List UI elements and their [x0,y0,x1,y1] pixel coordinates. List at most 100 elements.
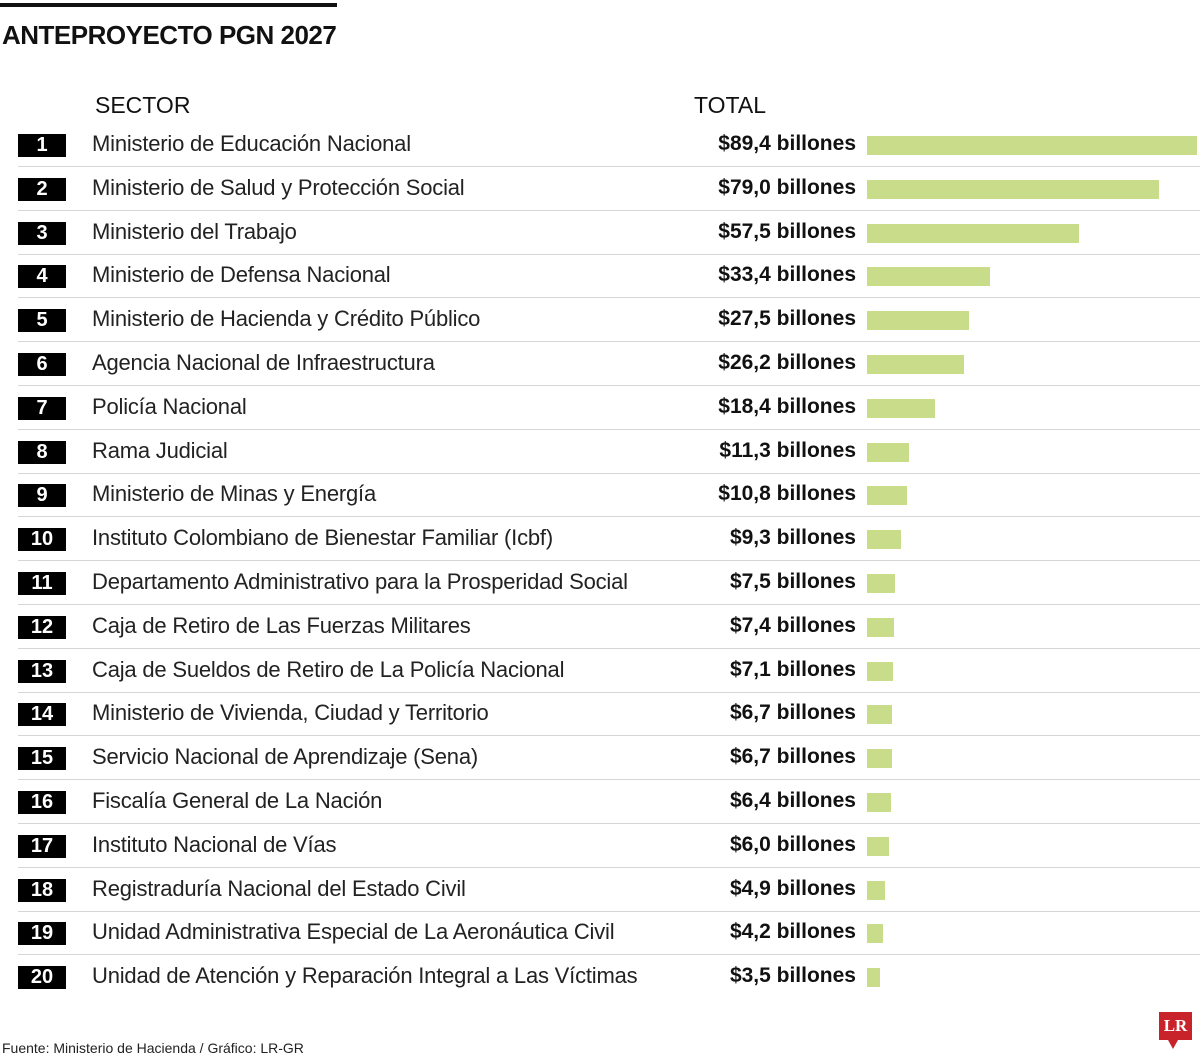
row-divider [18,691,1200,693]
value-label: $9,3 billones [729,526,856,550]
sector-label: Caja de Retiro de Las Fuerzas Militares [92,612,471,638]
sector-label: Agencia Nacional de Infraestructura [92,350,435,375]
bar [867,398,935,418]
sector-label: Departamento Administrativo para la Pros… [92,569,628,594]
bar [867,311,969,331]
value-label: $6,4 billones [729,789,856,812]
rank-badge: 10 [18,528,66,552]
rank-badge: 13 [18,659,66,683]
bar [867,880,886,900]
rank-badge: 11 [18,572,66,595]
value-label: $89,4 billones [718,132,856,155]
bar [867,442,909,462]
sector-label: Ministerio del Trabajo [92,218,297,244]
rank-badge: 12 [18,615,66,639]
chart-row: 10 Instituto Colombiano de Bienestar Fami… [0,517,1200,562]
sector-label: Caja de Sueldos de Retiro de La Policía … [92,656,565,682]
bar [867,705,892,725]
value-label: $6,0 billones [729,832,856,856]
chart-row: 12 Caja de Retiro de Las Fuerzas Militare… [0,605,1200,649]
bar [867,530,902,550]
chart-row: 17 Instituto Nacional de Vías $6,0 billone… [0,824,1200,868]
rank-badge: 8 [18,440,66,464]
sector-label: Instituto Nacional de Vías [92,831,337,857]
header-sector: SECTOR [95,92,191,118]
source-note: Fuente: Ministerio de Hacienda / Gráfico… [2,1040,304,1056]
row-divider [18,297,1200,299]
row-divider [18,604,1200,605]
rank-badge: 20 [18,966,66,990]
row-divider [18,516,1200,518]
value-label: $3,5 billones [729,964,856,988]
value-label: $4,2 billones [729,920,856,944]
value-label: $18,4 billones [718,394,856,418]
chart-row: 11 Departamento Administrativo para la Pr… [0,561,1200,605]
value-label: $10,8 billones [718,482,856,506]
bar [867,355,964,374]
row-divider [18,253,1200,255]
row-divider [18,385,1200,386]
sector-label: Ministerio de Salud y Protección Social [92,174,465,200]
row-divider [18,823,1200,824]
chart-row: 3 Ministerio del Trabajo $57,5 billones [0,211,1200,255]
chart-row: 14 Ministerio de Vivienda, Ciudad y Terri… [0,692,1200,737]
chart-row: 4 Ministerio de Defensa Nacional $33,4 bil… [0,254,1200,299]
row-divider [18,779,1200,781]
sector-label: Instituto Colombiano de Bienestar Famili… [92,525,553,551]
value-label: $33,4 billones [718,263,856,287]
rank-badge: 9 [18,484,66,508]
chart-row: 1 Ministerio de Educación Nacional $89,4 b… [0,123,1200,167]
bar [867,136,1197,155]
chart-row: 7 Policía Nacional $18,4 billones [0,386,1200,430]
chart-row: 2 Ministerio de Salud y Protección Social… [0,167,1200,211]
row-divider [18,428,1200,430]
bar [867,968,880,988]
bar [867,574,895,593]
bar [867,924,883,944]
sector-label: Policía Nacional [92,393,247,419]
bar [867,179,1159,199]
rank-badge: 15 [18,747,66,771]
sector-label: Unidad de Atención y Reparación Integral… [92,963,638,989]
chart-row: 16 Fiscalía General de La Nación $6,4 bill… [0,780,1200,824]
rank-badge: 19 [18,922,66,946]
rank-badge: 4 [18,265,66,289]
row-divider [18,341,1200,343]
rank-badge: 17 [18,834,66,858]
row-divider [18,910,1200,912]
value-label: $11,3 billones [719,438,856,462]
value-label: $4,9 billones [729,876,856,900]
value-label: $57,5 billones [718,219,856,243]
top-rule [0,3,337,7]
bar [867,223,1080,243]
bar [867,617,895,637]
rank-badge: 1 [18,134,66,157]
rank-badge: 16 [18,791,66,814]
sector-label: Ministerio de Hacienda y Crédito Público [92,306,481,332]
chart-row: 15 Servicio Nacional de Aprendizaje (Sena… [0,736,1200,781]
sector-label: Rama Judicial [92,437,228,463]
row-divider [18,166,1200,167]
chart-title: ANTEPROYECTO PGN 2027 [2,20,337,50]
bar [867,836,890,856]
bar [867,749,892,769]
value-label: $27,5 billones [718,307,856,331]
chart-row: 8 Rama Judicial $11,3 billones [0,430,1200,474]
sector-label: Registraduría Nacional del Estado Civil [92,875,466,901]
rank-badge: 18 [18,878,66,902]
rank-badge: 5 [18,309,66,333]
row-divider [18,209,1200,211]
lr-logo: LR [1159,1012,1192,1049]
rank-badge: 14 [18,703,66,727]
row-divider [18,735,1200,737]
chart-row: 19 Unidad Administrativa Especial de La A… [0,911,1200,956]
value-label: $6,7 billones [729,745,856,769]
value-label: $7,1 billones [729,657,856,681]
bar [867,661,894,681]
sector-label: Ministerio de Minas y Energía [92,481,376,507]
chart-row: 9 Ministerio de Minas y Energía $10,8 bill… [0,473,1200,518]
bar [867,793,891,812]
rank-badge: 7 [18,396,66,420]
row-divider [18,647,1200,649]
sector-label: Ministerio de Educación Nacional [92,131,411,156]
